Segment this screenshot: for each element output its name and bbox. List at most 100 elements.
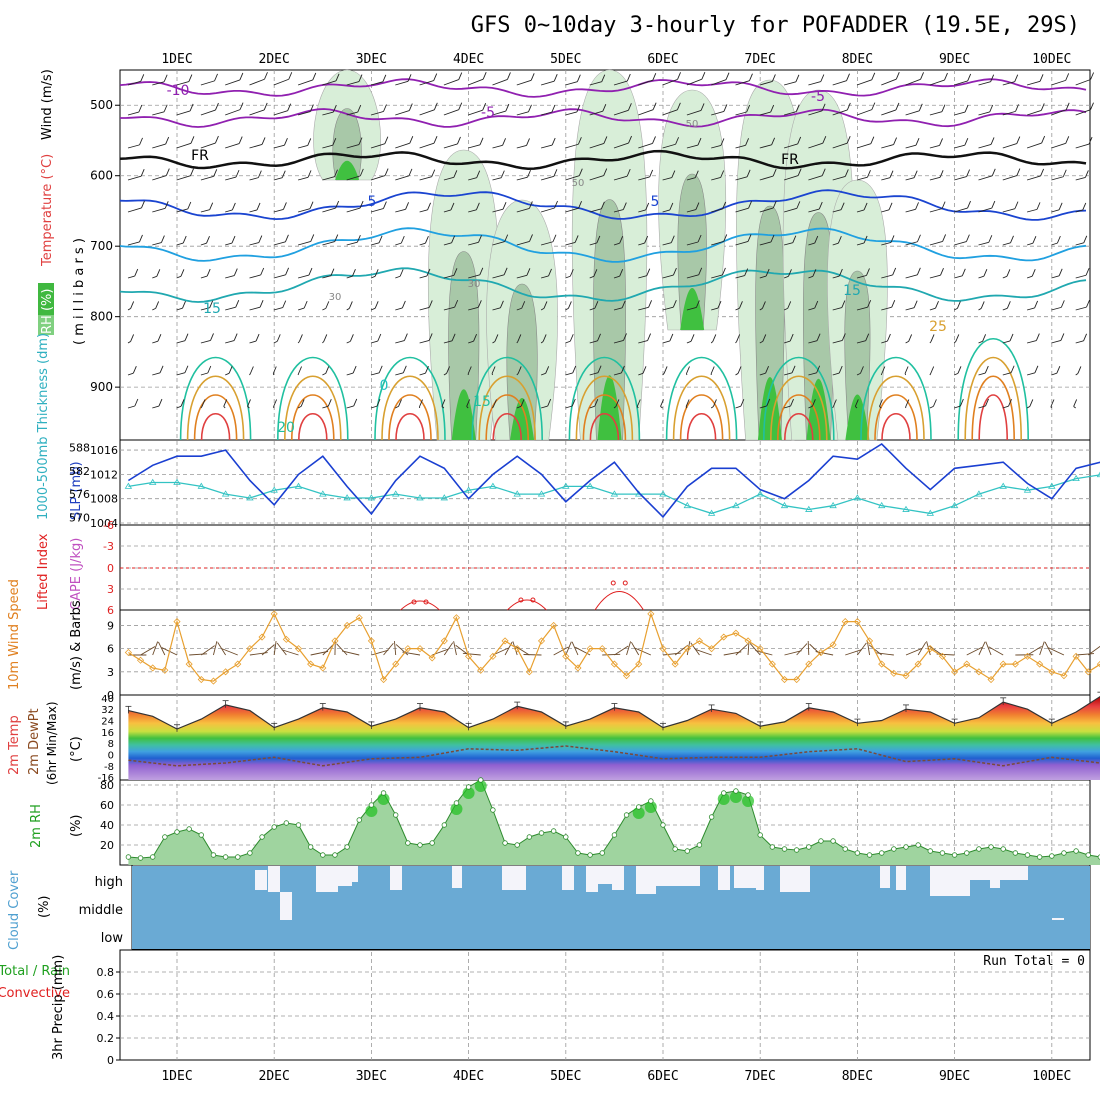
upper-barb-flag: [159, 365, 164, 374]
upper-barb-staff: [200, 175, 214, 181]
upper-barb-flag: [1056, 235, 1061, 244]
upper-barb-flag: [235, 300, 240, 308]
upper-barb-flag: [530, 73, 535, 81]
upper-barb-flag: [517, 334, 522, 342]
upper-barb-flag: [644, 235, 649, 244]
upper-barb-staff: [492, 208, 504, 213]
precip-tick-label: 0.2: [97, 1032, 115, 1045]
isotherm-loop: [277, 356, 349, 441]
wind-barb: [626, 641, 632, 656]
isotherm-loop: [471, 356, 543, 441]
wind10m-speed-line: [128, 611, 1100, 682]
wind-point: [622, 672, 631, 680]
lifted-index-bump: [594, 591, 644, 611]
upper-barb-staff: [540, 144, 553, 149]
rh-tick-label: 80: [100, 779, 114, 792]
cloud-gap: [896, 866, 906, 890]
upper-barb-flag: [207, 365, 212, 374]
upper-barb-flag: [458, 72, 463, 80]
wind10m-panel: 9 6 3 0: [107, 610, 1100, 702]
wind10m-barbs: [128, 640, 1100, 656]
upper-barb-staff: [466, 406, 469, 409]
upper-barb-staff: [759, 144, 772, 149]
upper-barb-flag: [500, 300, 504, 308]
upper-barb-flag: [770, 104, 775, 113]
upper-barb-staff: [273, 110, 288, 116]
rh-point: [478, 777, 484, 783]
upper-barb-staff: [638, 340, 648, 344]
rh-point: [283, 820, 290, 826]
wind-barb: [273, 641, 277, 656]
upper-barb-staff: [492, 406, 494, 409]
upper-barb-flag: [247, 399, 251, 407]
rh-point: [648, 798, 654, 804]
upper-barb-flag: [652, 136, 656, 144]
upper-barb-flag: [697, 234, 702, 243]
wind-point: [744, 637, 752, 645]
isotherm-5: [119, 189, 1087, 221]
upper-barb-flag: [1058, 268, 1063, 277]
upper-ylabel-rh: RH (%): [40, 289, 55, 334]
upper-barb-staff: [1026, 406, 1031, 409]
upper-barb-staff: [856, 209, 865, 213]
wind10m-ylabel: 10m Wind Speed: [7, 579, 22, 690]
upper-barb-staff: [686, 274, 699, 279]
rh-point: [806, 844, 812, 850]
upper-barb-flag: [964, 104, 969, 113]
wind-point: [1011, 660, 1019, 668]
upper-barb-flag: [790, 398, 794, 407]
upper-barb-staff: [200, 142, 216, 149]
upper-barb-staff: [565, 308, 569, 311]
upper-barb-staff: [856, 79, 872, 86]
upper-barb-staff: [1002, 110, 1016, 116]
upper-barb-staff: [1051, 209, 1060, 213]
rh-point: [320, 852, 326, 858]
upper-barb-staff: [856, 306, 868, 311]
upper-barb-flag: [567, 301, 572, 309]
upper-barb-staff: [1073, 406, 1076, 409]
upper-barb-staff: [686, 241, 699, 246]
upper-barb-flag: [695, 202, 700, 210]
upper-barb-flag: [725, 72, 730, 80]
upper-barb-flag: [325, 301, 330, 309]
upper-air-panel: 500 600 700 800 900 -10 -5 -5 FR FR 5 5 15 15 25 0 15 20…: [90, 69, 1095, 441]
pressure-tick-labels: 500 600 700 800 900: [90, 98, 120, 394]
cloud-gap: [390, 866, 402, 890]
wind-point: [1036, 660, 1044, 668]
upper-barb-staff: [370, 372, 380, 376]
wind-point: [501, 637, 509, 645]
upper-barb-flag: [723, 104, 728, 112]
wind-point: [307, 660, 315, 668]
upper-barb-flag: [233, 268, 238, 276]
thickness-point: [440, 494, 449, 501]
upper-barb-flag: [766, 398, 771, 407]
upper-barb-staff: [905, 177, 915, 181]
upper-barb-staff: [1002, 275, 1008, 279]
upper-barb-staff: [395, 405, 399, 409]
upper-barb-flag: [466, 399, 471, 407]
upper-barb-staff: [929, 307, 936, 311]
rh-plume-moist: [451, 389, 476, 440]
upper-barb-flag: [276, 334, 281, 342]
upper-barb-flag: [796, 201, 801, 209]
upper-barb-staff: [978, 340, 983, 344]
upper-barb-staff: [225, 242, 233, 246]
precip-conv-ylabel: Convective: [0, 986, 70, 1001]
upper-barb-staff: [297, 79, 313, 86]
upper-barb-flag: [720, 138, 725, 146]
bottom-date-label: 7DEC: [745, 1069, 776, 1084]
upper-barb-staff: [759, 241, 772, 246]
upper-barb-staff: [152, 307, 156, 311]
upper-barb-staff: [419, 176, 432, 181]
wind-barb: [462, 652, 481, 656]
upper-barb-staff: [954, 275, 963, 279]
wind-barb: [213, 641, 218, 656]
upper-barb-flag: [642, 366, 647, 374]
upper-barb-staff: [249, 144, 263, 149]
upper-barb-flag: [206, 268, 211, 277]
rh-point: [380, 790, 387, 796]
upper-barb-staff: [565, 340, 571, 344]
upper-barb-staff: [613, 406, 617, 409]
upper-barb-staff: [225, 143, 240, 149]
rh-plume-core: [332, 108, 362, 181]
